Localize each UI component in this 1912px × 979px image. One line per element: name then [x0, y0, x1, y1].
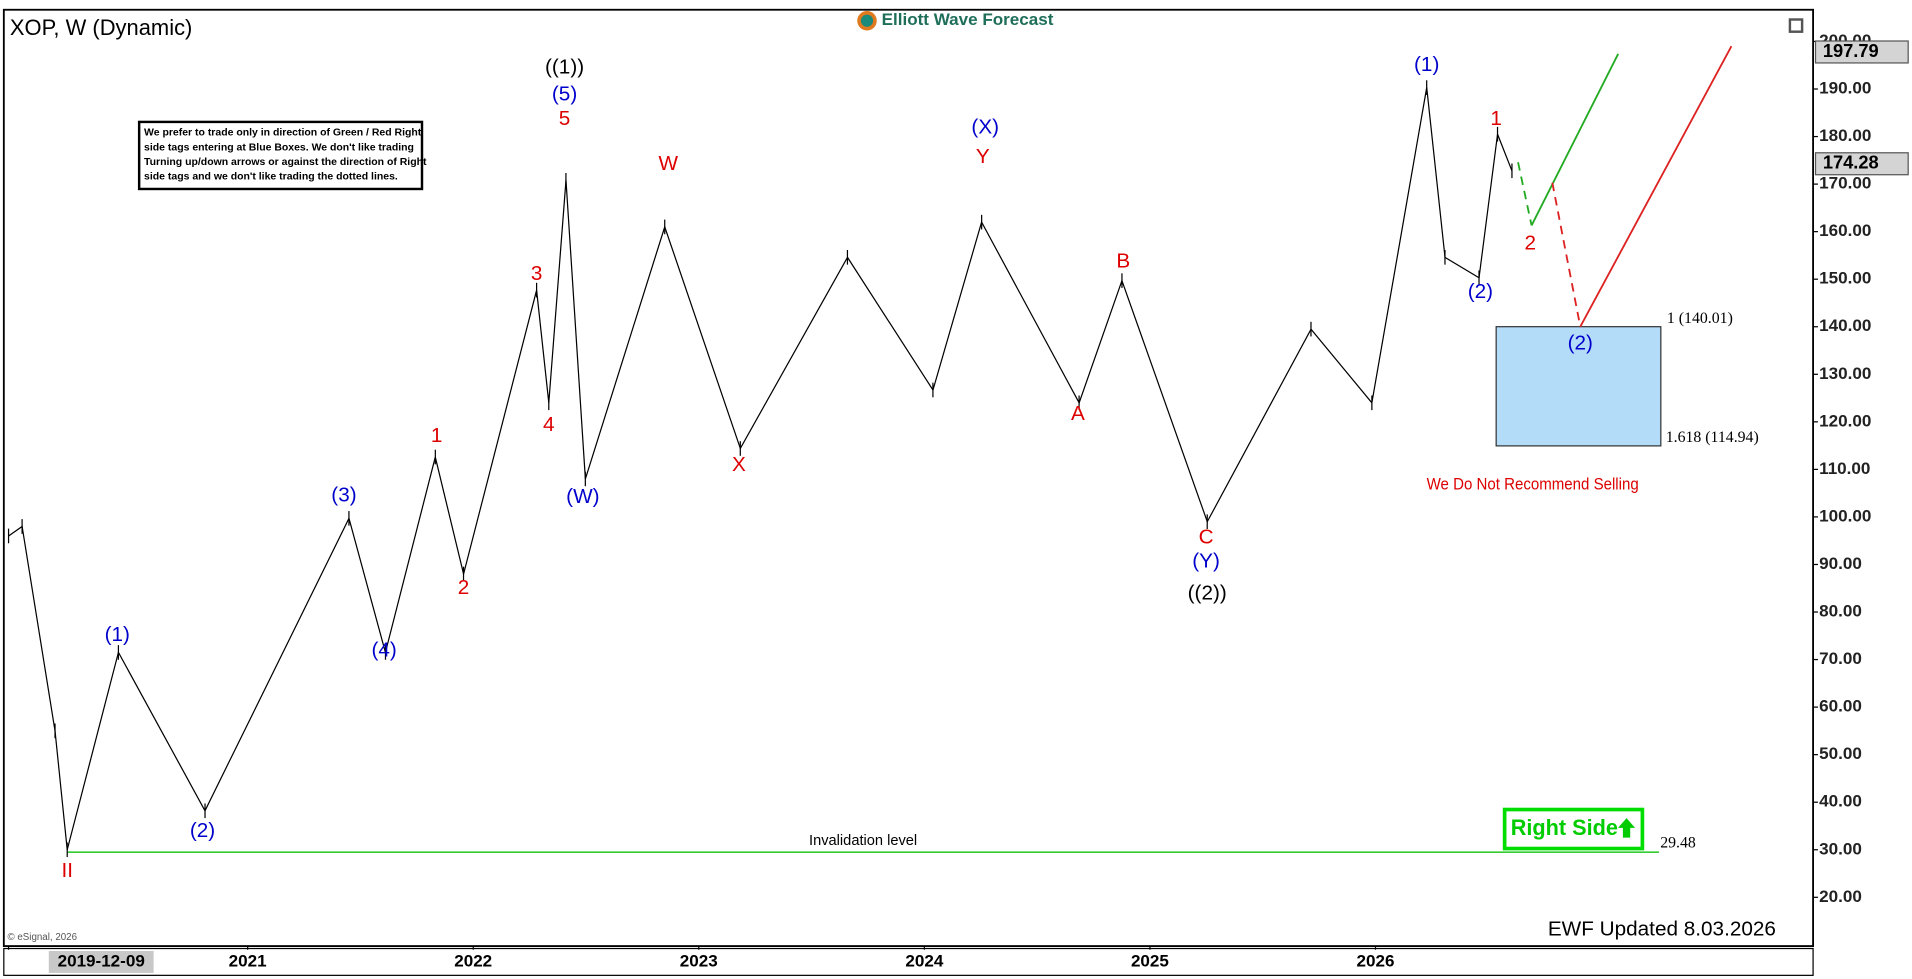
- y-tick-label: 170.00: [1819, 174, 1871, 193]
- x-tick-label: 2022: [454, 951, 492, 970]
- right-side-text: Right Side: [1511, 815, 1618, 840]
- y-tick-label: 190.00: [1819, 79, 1871, 98]
- y-tick-label: 130.00: [1819, 364, 1871, 383]
- wave-label: 1: [1490, 107, 1502, 130]
- projection-line: [1551, 182, 1582, 327]
- note-line: Turning up/down arrows or against the di…: [144, 157, 427, 168]
- wave-label: W: [659, 152, 679, 175]
- wave-label: B: [1116, 250, 1130, 273]
- note-box: [137, 120, 424, 191]
- window-icon: [1791, 20, 1801, 31]
- wave-label: (4): [371, 638, 396, 661]
- y-tick-label: 40.00: [1819, 792, 1862, 811]
- target-label: 1.618 (114.94): [1666, 429, 1759, 446]
- wave-label: ((1)): [545, 56, 584, 79]
- y-tick-label: 30.00: [1819, 839, 1862, 858]
- projection-line: [1517, 162, 1533, 226]
- y-tick-label: 60.00: [1819, 697, 1862, 716]
- y-tick-label: 120.00: [1819, 411, 1871, 430]
- price-tag: [1814, 40, 1909, 64]
- wave-label: (Y): [1192, 550, 1220, 573]
- wave-label: (5): [552, 83, 577, 106]
- y-tick-label: 50.00: [1819, 744, 1862, 763]
- wave-label: 5: [559, 107, 571, 130]
- invalidation-label: Invalidation level: [809, 833, 917, 849]
- wave-label: (1): [105, 623, 130, 646]
- wave-label: (W): [566, 485, 599, 508]
- y-tick-label: 80.00: [1819, 602, 1862, 621]
- target-box: [1495, 326, 1662, 447]
- wave-label: Y: [976, 145, 990, 168]
- x-tick-label: 2026: [1357, 951, 1395, 970]
- y-tick-label: 90.00: [1819, 554, 1862, 573]
- right-side-box: [1502, 807, 1645, 851]
- date-highlight: [48, 950, 154, 973]
- right-side-arrow: [1618, 818, 1636, 838]
- y-tick-label: 100.00: [1819, 506, 1871, 525]
- wave-label: (2): [190, 819, 215, 842]
- y-tick-label: 150.00: [1819, 269, 1871, 288]
- wave-label: (2): [1468, 280, 1493, 303]
- wave-label: (3): [331, 483, 356, 506]
- wave-label: C: [1199, 525, 1214, 548]
- projection-line: [1530, 53, 1620, 226]
- price-tag-label: 174.28: [1823, 152, 1879, 173]
- x-tick-label: 2024: [905, 951, 943, 970]
- wave-label: A: [1071, 402, 1085, 425]
- wave-label: 1: [431, 424, 443, 447]
- note-line: We prefer to trade only in direction of …: [144, 128, 422, 139]
- note-line: side tags and we don't like trading the …: [144, 172, 398, 183]
- wave-label: 2: [458, 576, 470, 599]
- wave-label: (1): [1414, 53, 1439, 76]
- logo-icon: [860, 14, 874, 27]
- y-tick-label: 110.00: [1819, 459, 1870, 478]
- wave-label: (X): [971, 115, 999, 138]
- wave-label: 3: [531, 262, 543, 285]
- price-tag-label: 197.79: [1823, 40, 1879, 61]
- wave-label: 2: [1524, 231, 1536, 254]
- invalidation-value: 29.48: [1660, 834, 1696, 851]
- chart-title: XOP, W (Dynamic): [10, 15, 192, 40]
- x-tick-label: 2021: [229, 951, 267, 970]
- wave-label: (2): [1568, 331, 1593, 354]
- wave-label: X: [732, 453, 746, 476]
- y-tick-label: 140.00: [1819, 316, 1871, 335]
- price-tag: [1814, 152, 1909, 176]
- date-strip: [3, 947, 1814, 976]
- plot-frame: [2, 8, 1814, 947]
- logo-text: Elliott Wave Forecast: [882, 10, 1054, 29]
- x-tick-label: 2025: [1131, 951, 1169, 970]
- y-tick-label: 20.00: [1819, 887, 1862, 906]
- y-tick-label: 70.00: [1819, 649, 1862, 668]
- wave-label: 4: [543, 413, 555, 436]
- target-label: 1 (140.01): [1667, 310, 1733, 327]
- source-text: © eSignal, 2026: [7, 932, 77, 943]
- note-line: side tags entering at Blue Boxes. We don…: [144, 142, 414, 153]
- wave-label: II: [61, 859, 73, 882]
- wave-label: ((2)): [1188, 581, 1227, 604]
- projection-line: [1579, 45, 1733, 328]
- warning-text: We Do Not Recommend Selling: [1427, 475, 1639, 494]
- y-tick-label: 180.00: [1819, 126, 1871, 145]
- x-tick-label: 2019-12-09: [58, 951, 145, 970]
- x-tick-label: 2023: [680, 951, 718, 970]
- updated-text: EWF Updated 8.03.2026: [1548, 918, 1776, 941]
- y-tick-label: 160.00: [1819, 221, 1871, 240]
